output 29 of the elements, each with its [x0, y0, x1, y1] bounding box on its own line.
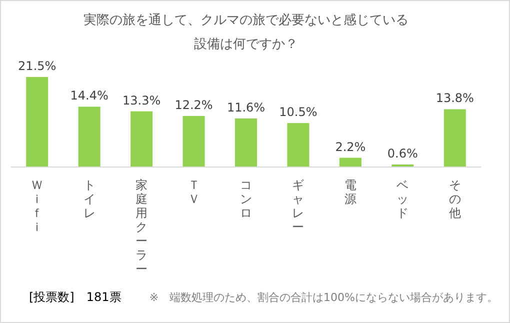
bar [339, 158, 362, 167]
x-tick-label: 電源 [344, 178, 356, 206]
data-label: 13.3% [122, 93, 161, 108]
bar [287, 123, 310, 167]
text: ※ 端数処理のため、割合の合計は100%にならない場合があります。 [149, 291, 498, 304]
chart-title: 実際の旅を通して、クルマの旅で必要ないと感じている設備は何ですか？ [82, 12, 410, 54]
bar [444, 109, 466, 167]
x-tick-label: 家庭用クーラー [136, 178, 148, 276]
x-tick-label: Ｗｉｆｉ [31, 178, 44, 234]
bar [235, 118, 257, 167]
x-tick-label: トイレ [83, 178, 96, 220]
data-label: 14.4% [70, 88, 108, 103]
x-tick-label: ＴＶ [188, 178, 200, 206]
bar [26, 77, 48, 167]
data-label: 10.5% [279, 105, 318, 120]
text: [投票数] 181票 [29, 290, 122, 304]
data-label: 11.6% [226, 100, 266, 114]
x-tick-label: ギャレー [292, 178, 304, 234]
x-tick-label: ベッド [396, 178, 409, 220]
data-label: 2.2% [335, 140, 366, 154]
data-label: 21.5% [18, 59, 56, 73]
data-label: 0.6% [387, 146, 418, 160]
x-tick-label: コンロ [240, 178, 252, 220]
bar [182, 116, 205, 167]
bar [78, 106, 100, 167]
data-label: 12.2% [174, 98, 213, 112]
bar [130, 111, 153, 167]
data-label: 13.8% [436, 91, 474, 106]
x-tick-label: その他 [448, 178, 461, 220]
